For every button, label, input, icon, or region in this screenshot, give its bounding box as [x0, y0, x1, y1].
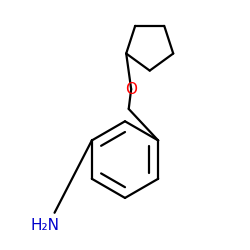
- Text: O: O: [125, 82, 137, 97]
- Text: H₂N: H₂N: [30, 218, 59, 232]
